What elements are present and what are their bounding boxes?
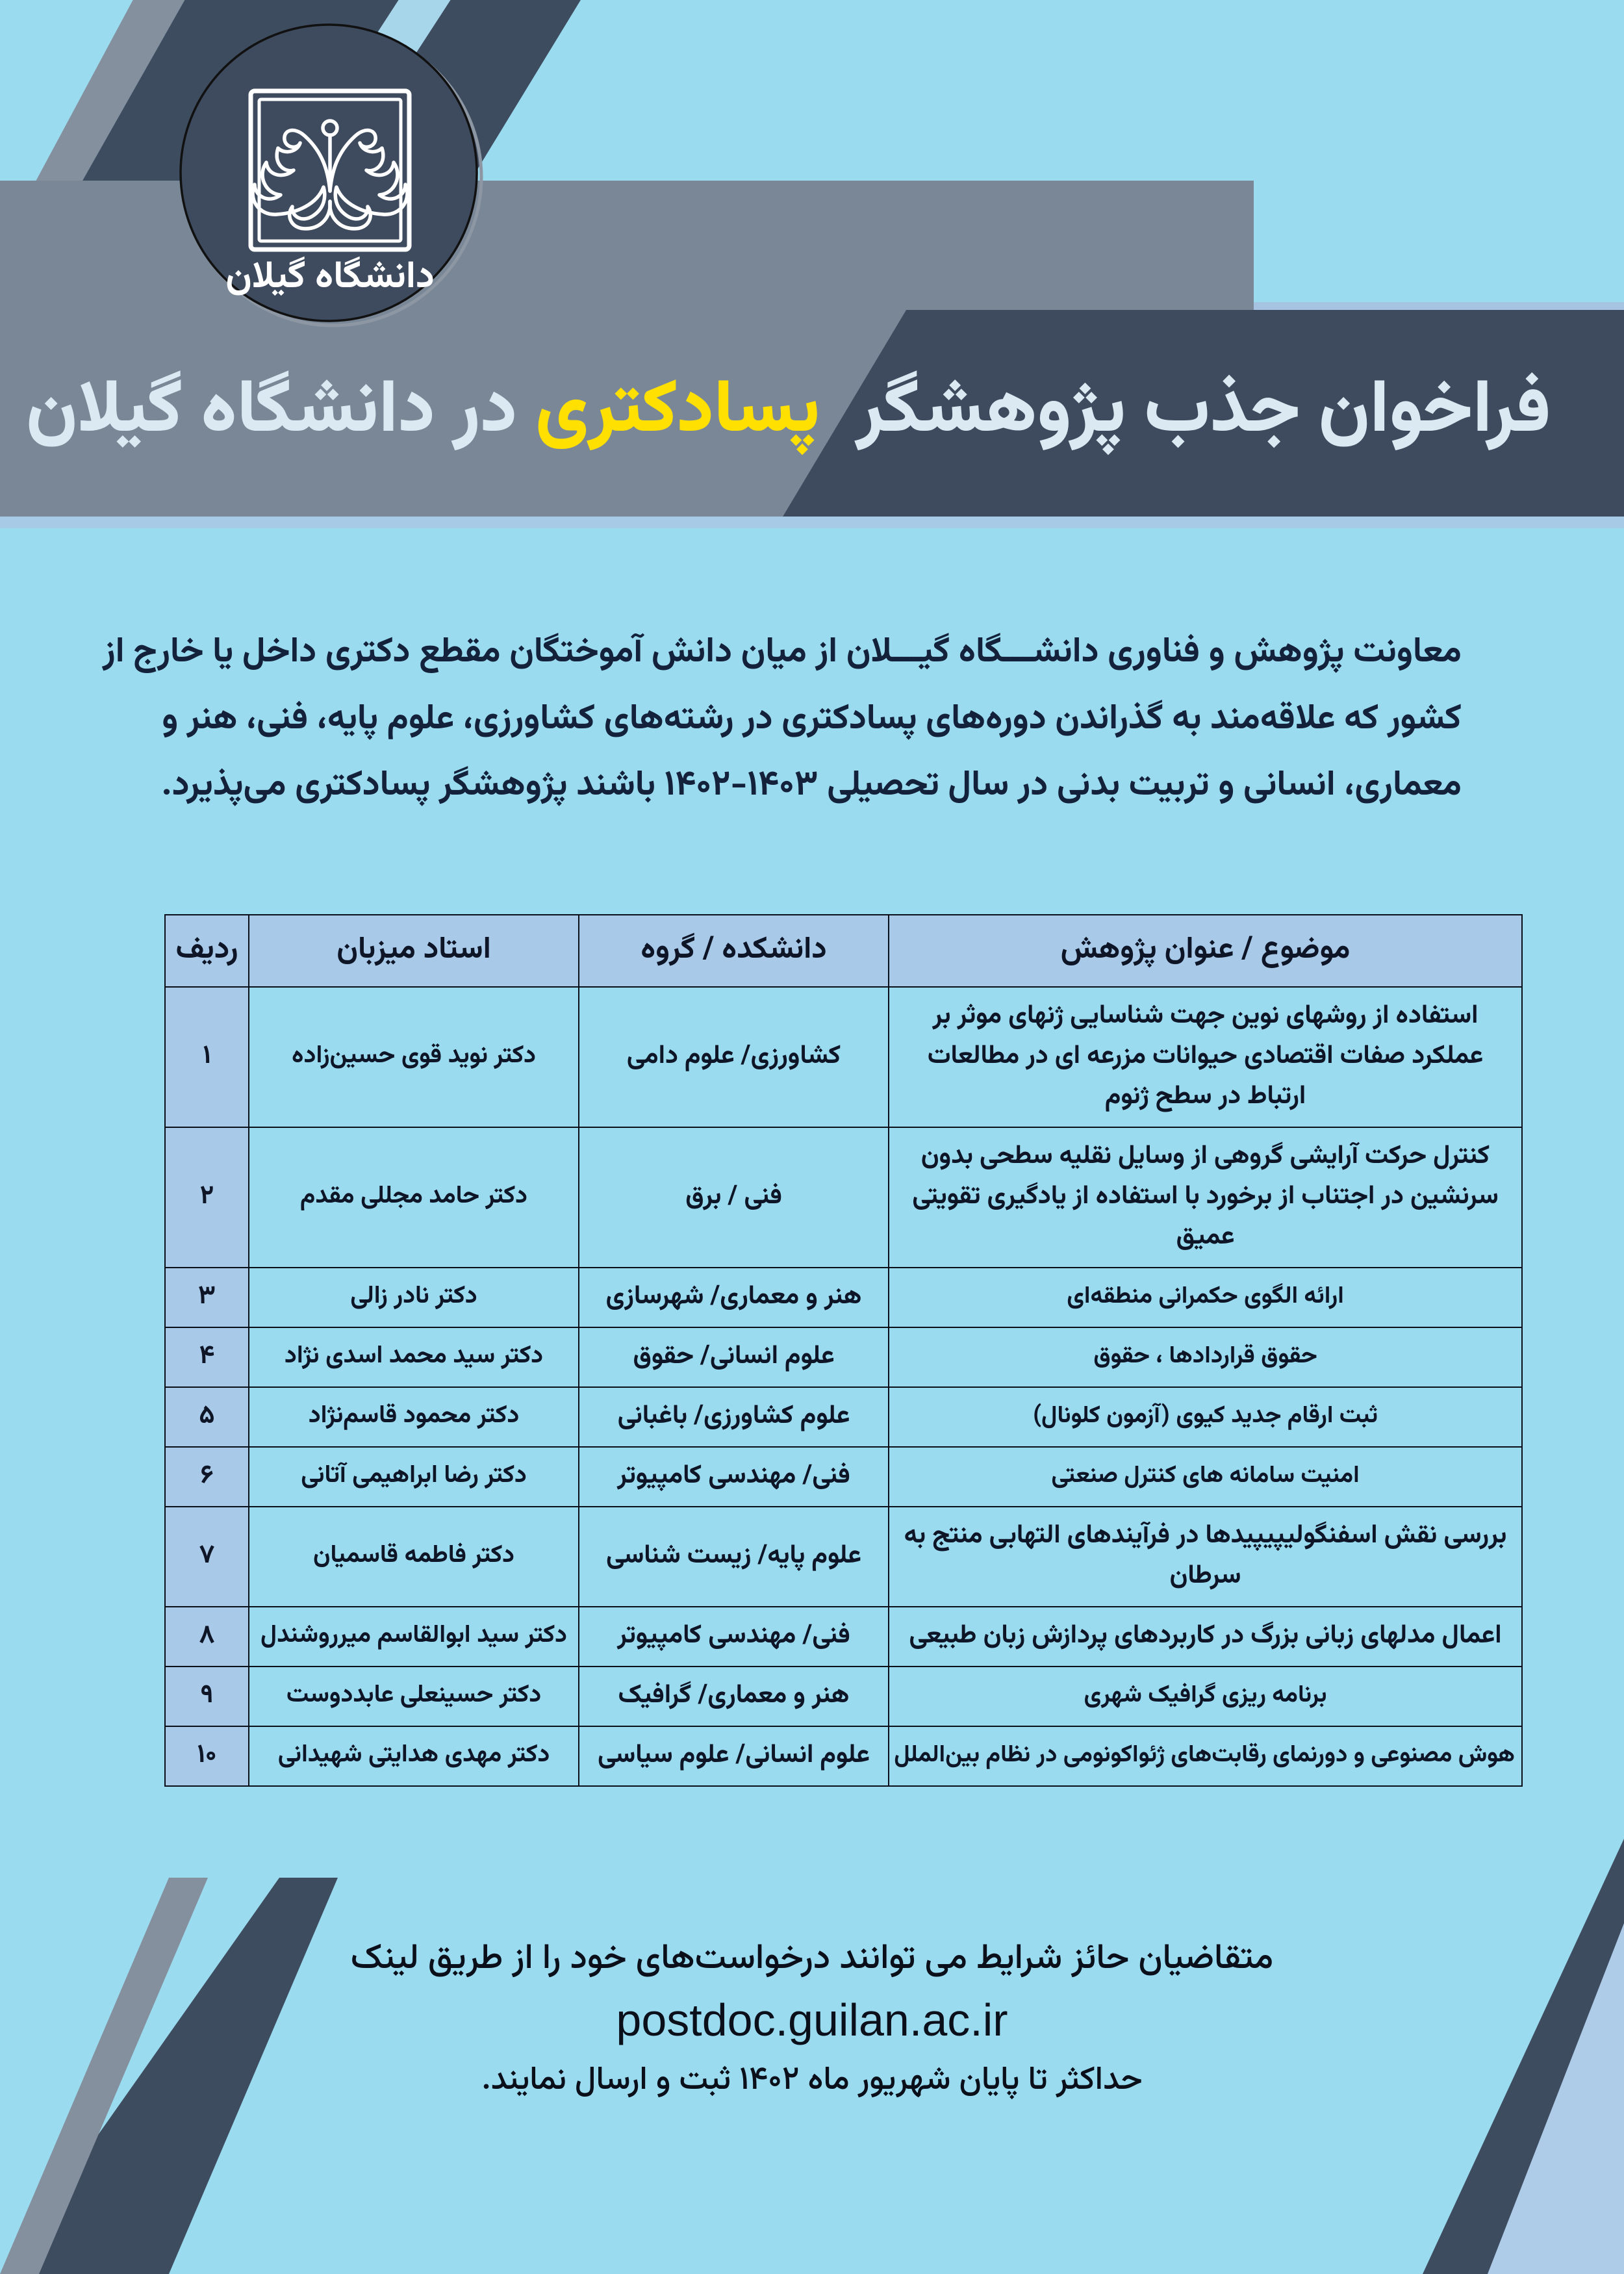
svg-text:دانشگاه گیلان: دانشگاه گیلان bbox=[225, 249, 435, 308]
